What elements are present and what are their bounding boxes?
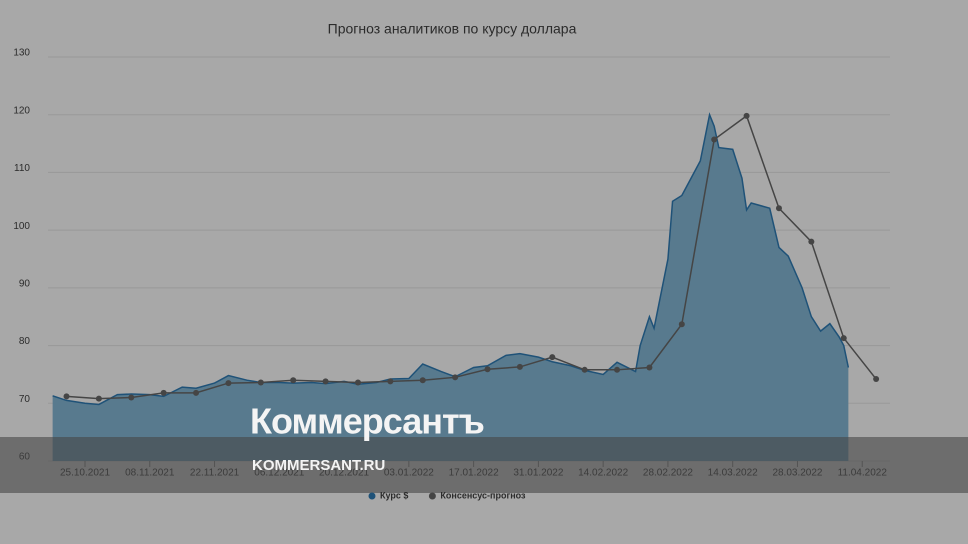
area <box>52 114 849 461</box>
line-point <box>646 364 653 371</box>
y-tick-label: 120 <box>13 105 30 116</box>
line-point <box>581 366 588 373</box>
line-point <box>419 377 426 384</box>
y-tick-label: 80 <box>19 336 31 347</box>
y-tick-label: 100 <box>13 221 30 232</box>
line-point <box>452 374 459 381</box>
line-point <box>614 366 621 373</box>
line <box>66 114 877 400</box>
line-point <box>743 112 750 119</box>
legend-marker <box>428 492 436 500</box>
line-point <box>549 354 556 361</box>
legend-label: Консенсус-прогноз <box>440 490 526 500</box>
line-point <box>516 363 523 370</box>
line-point <box>808 238 815 245</box>
line-point <box>225 380 232 387</box>
line-point <box>290 377 297 384</box>
y-tick-label: 90 <box>19 278 31 289</box>
watermark-logo: Коммерсантъ <box>250 401 484 442</box>
line-point <box>387 378 394 385</box>
line-point <box>128 394 135 401</box>
line-point <box>775 205 782 212</box>
line-point <box>63 393 70 400</box>
watermark-band <box>0 437 968 493</box>
line-point <box>678 321 685 328</box>
y-tick-label: 130 <box>13 48 30 59</box>
line-point <box>484 366 491 373</box>
line-point <box>193 389 200 396</box>
line-point <box>95 395 102 402</box>
watermark-site: KOMMERSANT.RU <box>252 457 385 474</box>
y-tick-label: 110 <box>14 163 30 174</box>
legend-marker <box>368 492 376 500</box>
line-point <box>322 378 329 385</box>
chart-title: Прогноз аналитиков по курсу доллара <box>328 21 577 37</box>
line-point <box>160 389 167 396</box>
y-tick-label: 70 <box>19 394 31 405</box>
legend-label: Курс $ <box>380 490 408 500</box>
line-point <box>354 379 361 386</box>
line-point <box>873 376 880 383</box>
line-point <box>711 136 718 143</box>
line-point <box>840 335 847 342</box>
line-point <box>257 379 264 386</box>
